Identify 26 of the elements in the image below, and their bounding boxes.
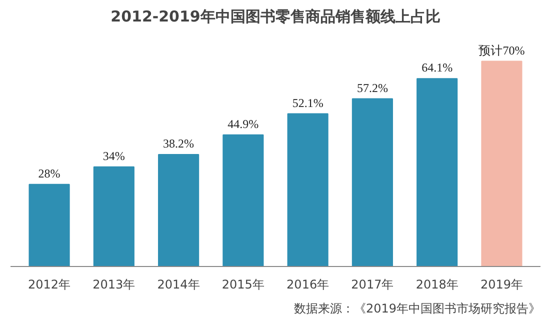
x-tick-label: 2016年 <box>286 278 330 292</box>
x-tick-label: 2018年 <box>416 278 458 292</box>
bar <box>222 134 264 266</box>
bar <box>416 78 458 266</box>
data-label: 34% <box>102 148 125 163</box>
x-tick-label: 2014年 <box>157 278 200 292</box>
data-label: 38.2% <box>163 136 194 151</box>
data-label: 64.1% <box>422 60 453 75</box>
chart-title: 2012-2019年中国图书零售商品销售额线上占比 <box>110 8 440 26</box>
bar <box>28 184 70 266</box>
x-tick-label: 2017年 <box>351 278 394 292</box>
bar <box>93 166 134 266</box>
x-tick-label: 2012年 <box>28 278 71 292</box>
x-tick-label: 2013年 <box>92 278 136 292</box>
data-label: 28% <box>38 166 60 180</box>
x-tick-label: 2019年 <box>480 278 523 292</box>
source-note: 数据来源：《2019年中国图书市场研究报告》 <box>294 302 541 316</box>
x-tick-label: 2015年 <box>222 278 264 292</box>
bar <box>158 154 200 266</box>
data-label: 57.2% <box>356 80 388 95</box>
data-label: 52.1% <box>292 96 324 110</box>
bar <box>481 60 522 266</box>
data-label: 预计70% <box>478 43 525 58</box>
data-label: 44.9% <box>228 116 259 131</box>
bar <box>352 98 393 266</box>
bar <box>287 113 328 266</box>
